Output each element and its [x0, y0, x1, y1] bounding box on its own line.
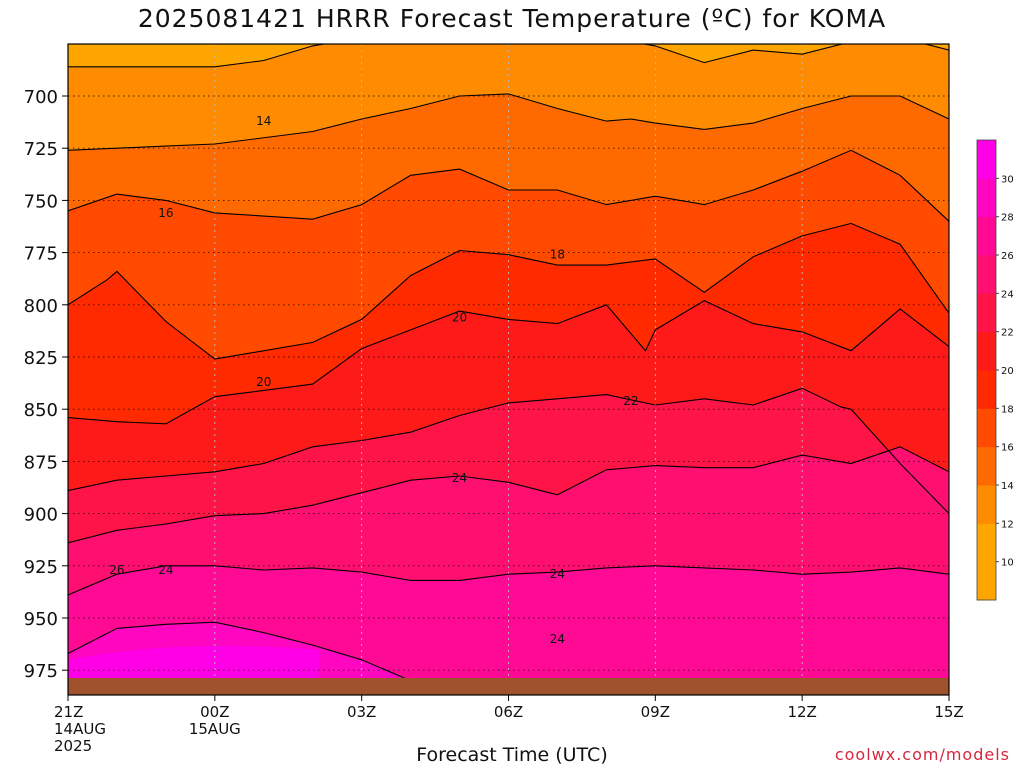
x-tick-label: 03Z: [347, 703, 376, 721]
colorbar-segment: [977, 331, 996, 371]
y-tick-label: 700: [24, 87, 58, 108]
contour-label: 14: [256, 114, 271, 128]
contour-label: 20: [452, 310, 467, 324]
colorbar-label: 20: [1001, 366, 1014, 377]
x-axis-title: Forecast Time (UTC): [416, 744, 608, 766]
y-tick-label: 900: [24, 505, 58, 526]
colorbar-segment: [977, 293, 996, 333]
contour-label: 24: [550, 632, 565, 646]
chart-title: 2025081421 HRRR Forecast Temperature (ºC…: [137, 4, 887, 33]
colorbar-segment: [977, 140, 996, 179]
contour-label: 22: [623, 394, 638, 408]
source-credit: coolwx.com/models: [834, 745, 1010, 764]
colorbar-segment: [977, 446, 996, 486]
colorbar-label: 14: [1001, 481, 1014, 492]
y-tick-label: 950: [24, 609, 58, 630]
y-tick-label: 925: [24, 557, 58, 578]
contour-label: 16: [158, 206, 173, 220]
contour-label: 24: [452, 471, 467, 485]
y-tick-label: 825: [24, 348, 58, 369]
y-tick-label: 725: [24, 139, 58, 160]
ground-bar: [68, 678, 949, 695]
grid-lines: [68, 44, 949, 695]
contour-label: 18: [550, 248, 565, 262]
colorbar-segment: [977, 216, 996, 256]
contour-labels: 14 16 18 20 20 22 24 24 24 26 24: [109, 114, 638, 646]
colorbar-label: 18: [1001, 404, 1014, 415]
contour-lines: [68, 44, 949, 682]
contour-line-18: [68, 222, 949, 360]
y-tick-label: 750: [24, 191, 58, 212]
colorbar-segment: [977, 408, 996, 448]
y-tick-label: 975: [24, 661, 58, 682]
x-tick-label: 15AUG: [189, 720, 241, 738]
colorbar-label: 28: [1001, 213, 1014, 224]
y-tick-label: 800: [24, 296, 58, 317]
contour-line-26: [68, 565, 949, 596]
x-tick-label: 14AUG: [54, 720, 106, 738]
contour-line-24: [68, 446, 949, 544]
y-axis: 700 725 750 775 800 825 850 875 900 925 950 975: [24, 87, 68, 682]
contour-label: 26: [109, 563, 124, 577]
contour-line-20: [68, 299, 949, 425]
colorbar-segment: [977, 485, 996, 524]
x-tick-label: 21Z: [54, 703, 83, 721]
colorbar: 10 12 14 16 18 20 22 24 26 28 30: [976, 139, 1014, 601]
x-tick-label: 12Z: [787, 703, 816, 721]
colorbar-label: 26: [1001, 251, 1014, 262]
colorbar-label: 22: [1001, 328, 1014, 339]
colorbar-segment: [977, 523, 996, 563]
colorbar-segment: [977, 255, 996, 294]
colorbar-label: 30: [1001, 174, 1014, 185]
y-tick-label: 850: [24, 400, 58, 421]
contour-label: 24: [158, 563, 173, 577]
colorbar-label: 10: [1001, 558, 1014, 569]
y-tick-label: 775: [24, 244, 58, 265]
contour-line-14: [68, 93, 949, 151]
fill-band-30: [68, 645, 320, 681]
contour-line-22: [68, 387, 949, 514]
contour-label: 24: [550, 567, 565, 581]
x-tick-label: 06Z: [494, 703, 523, 721]
contour-line-12: [68, 44, 949, 68]
colorbar-segment: [977, 178, 996, 218]
colorbar-label: 16: [1001, 443, 1014, 454]
contour-line-16: [68, 149, 949, 222]
y-tick-label: 875: [24, 452, 58, 473]
contour-label: 20: [256, 375, 271, 389]
colorbar-label: 24: [1001, 289, 1014, 300]
colorbar-segment: [977, 561, 996, 601]
x-tick-label: 15Z: [934, 703, 963, 721]
x-tick-label: 09Z: [641, 703, 670, 721]
x-tick-label: 2025: [54, 737, 92, 755]
colorbar-label: 12: [1001, 519, 1014, 530]
x-tick-label: 00Z: [200, 703, 229, 721]
fill-band-10: [68, 44, 949, 67]
colorbar-segment: [977, 370, 996, 409]
